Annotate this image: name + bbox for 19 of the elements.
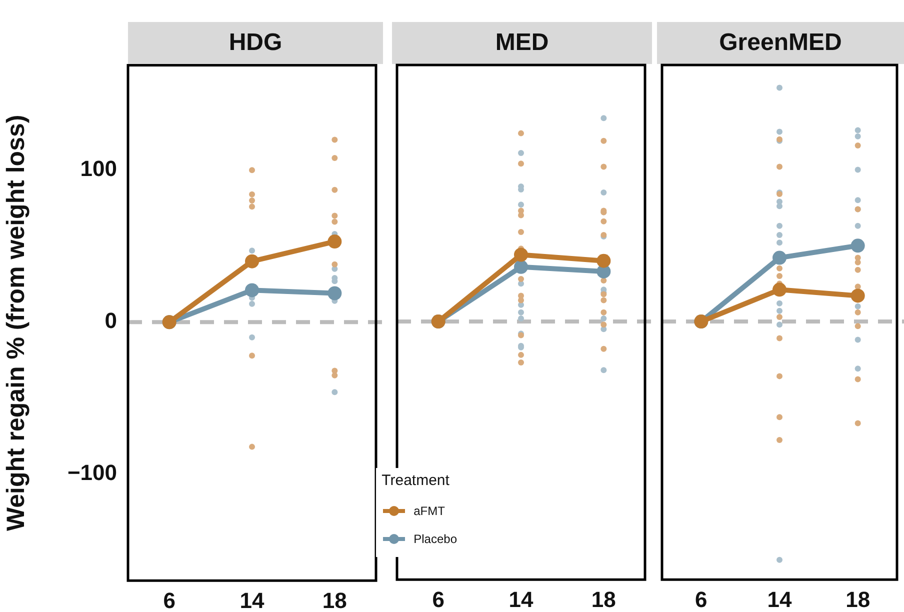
y-tick-label: −100 xyxy=(67,460,117,486)
x-tick-label: 6 xyxy=(695,586,708,612)
chart-title: MED xyxy=(392,22,652,64)
y-tick-label: 0 xyxy=(104,308,117,333)
chart-title: HDG xyxy=(128,22,383,64)
legend-label: Placebo xyxy=(414,532,457,546)
x-tick-label: 18 xyxy=(322,588,347,612)
chart-title: GreenMED xyxy=(657,22,904,64)
x-tick-label: 18 xyxy=(846,586,870,612)
y-tick-label: 100 xyxy=(80,156,117,181)
y-axis-title: Weight regain % (from weight loss) xyxy=(2,114,30,531)
x-tick-label: 14 xyxy=(240,588,265,612)
legend-label: aFMT xyxy=(414,504,445,518)
legend-title: Treatment xyxy=(382,472,450,489)
x-tick-label: 14 xyxy=(508,586,534,612)
x-tick-label: 14 xyxy=(767,586,792,612)
x-tick-label: 6 xyxy=(163,588,176,612)
x-tick-label: 18 xyxy=(591,586,616,612)
x-tick-label: 6 xyxy=(432,586,444,612)
